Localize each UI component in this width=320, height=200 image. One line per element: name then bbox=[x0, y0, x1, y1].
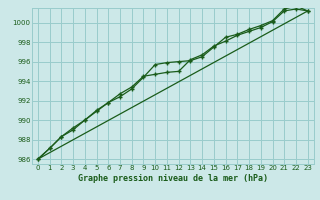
X-axis label: Graphe pression niveau de la mer (hPa): Graphe pression niveau de la mer (hPa) bbox=[78, 174, 268, 183]
